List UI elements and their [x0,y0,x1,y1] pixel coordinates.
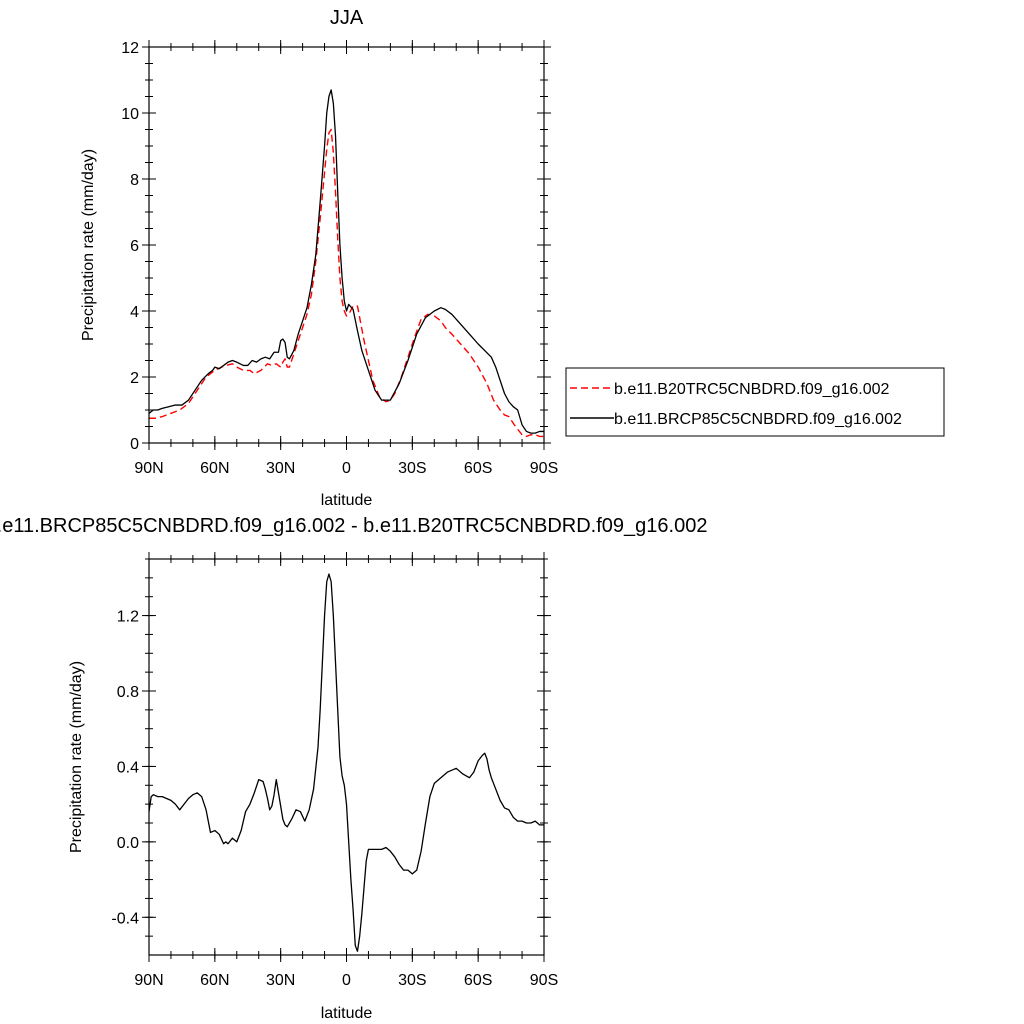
series-group [149,573,544,952]
x-tick-label: 90S [530,972,558,989]
x-tick-label: 90N [134,972,163,989]
y-tick-label: 6 [130,238,139,255]
y-axis-label: Precipitation rate (mm/day) [68,661,85,853]
series-line-1 [149,128,544,438]
y-tick-label: 0.0 [117,835,139,852]
y-tick-label: 10 [121,106,139,123]
series-line-2 [149,89,544,434]
y-tick-label: -0.4 [111,910,139,927]
x-tick-label: 30N [266,460,295,477]
plot-frame [148,558,545,956]
series-group [149,89,544,438]
y-tick-label: 4 [130,304,139,321]
series-line-1 [149,573,544,952]
y-tick-label: 8 [130,172,139,189]
x-tick-label: 60N [200,460,229,477]
chart-title: b.e11.BRCP85C5CNBDRD.f09_g16.002 - b.e11… [0,515,707,537]
y-tick-label: 0.4 [117,759,139,776]
x-tick-label: 60S [464,972,492,989]
y-tick-label: 2 [130,370,139,387]
x-tick-label: 60N [200,972,229,989]
tick-marks [142,552,551,962]
x-tick-label: 60S [464,460,492,477]
y-axis-label: Precipitation rate (mm/day) [80,149,97,341]
x-axis-label: latitude [321,492,373,509]
x-tick-label: 30S [398,972,426,989]
chart-panel-2: b.e11.BRCP85C5CNBDRD.f09_g16.002 - b.e11… [0,515,707,1022]
x-tick-label: 30N [266,972,295,989]
chart-title: JJA [330,7,364,29]
tick-marks [142,40,551,450]
legend-box [565,367,945,437]
x-tick-label: 90N [134,460,163,477]
chart-panel-1: JJA 0 2 4 6 8 10 12 90N 60N 30N 0 30S 60S 90S latitude P… [80,7,945,509]
legend-label-2: b.e11.BRCP85C5CNBDRD.f09_g16.002 [614,411,902,428]
x-axis-label: latitude [321,1005,373,1022]
plot-frame [148,46,545,444]
legend-label-1: b.e11.B20TRC5CNBDRD.f09_g16.002 [614,381,890,398]
x-tick-label: 0 [342,972,351,989]
x-tick-label: 90S [530,460,558,477]
legend: b.e11.B20TRC5CNBDRD.f09_g16.002 b.e11.BRC… [565,367,945,437]
y-tick-label: 1.2 [117,609,139,626]
y-tick-label: 0 [130,436,139,453]
y-tick-label: 0.8 [117,684,139,701]
x-tick-label: 30S [398,460,426,477]
x-tick-label: 0 [342,460,351,477]
y-tick-label: 12 [121,40,139,57]
